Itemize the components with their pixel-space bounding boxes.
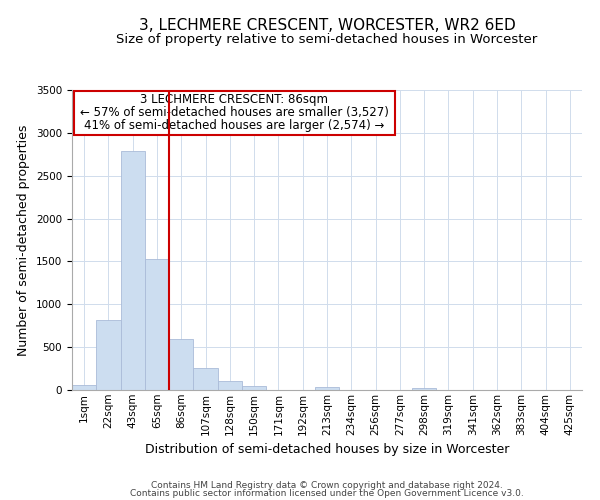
Text: ← 57% of semi-detached houses are smaller (3,527): ← 57% of semi-detached houses are smalle… bbox=[80, 106, 389, 119]
Bar bbox=[412, 388, 436, 390]
Text: Contains public sector information licensed under the Open Government Licence v3: Contains public sector information licen… bbox=[130, 489, 524, 498]
Bar bbox=[315, 388, 339, 390]
Bar bbox=[218, 380, 242, 390]
Bar bbox=[145, 259, 169, 390]
Y-axis label: Number of semi-detached properties: Number of semi-detached properties bbox=[17, 124, 31, 356]
Bar bbox=[121, 151, 145, 390]
Bar bbox=[242, 386, 266, 390]
Text: 3, LECHMERE CRESCENT, WORCESTER, WR2 6ED: 3, LECHMERE CRESCENT, WORCESTER, WR2 6ED bbox=[139, 18, 515, 32]
Text: 3 LECHMERE CRESCENT: 86sqm: 3 LECHMERE CRESCENT: 86sqm bbox=[140, 93, 328, 106]
Bar bbox=[193, 368, 218, 390]
X-axis label: Distribution of semi-detached houses by size in Worcester: Distribution of semi-detached houses by … bbox=[145, 443, 509, 456]
Text: Size of property relative to semi-detached houses in Worcester: Size of property relative to semi-detach… bbox=[116, 32, 538, 46]
Text: Contains HM Land Registry data © Crown copyright and database right 2024.: Contains HM Land Registry data © Crown c… bbox=[151, 481, 503, 490]
FancyBboxPatch shape bbox=[74, 91, 395, 136]
Bar bbox=[72, 385, 96, 390]
Text: 41% of semi-detached houses are larger (2,574) →: 41% of semi-detached houses are larger (… bbox=[84, 120, 385, 132]
Bar bbox=[169, 338, 193, 390]
Bar bbox=[96, 320, 121, 390]
